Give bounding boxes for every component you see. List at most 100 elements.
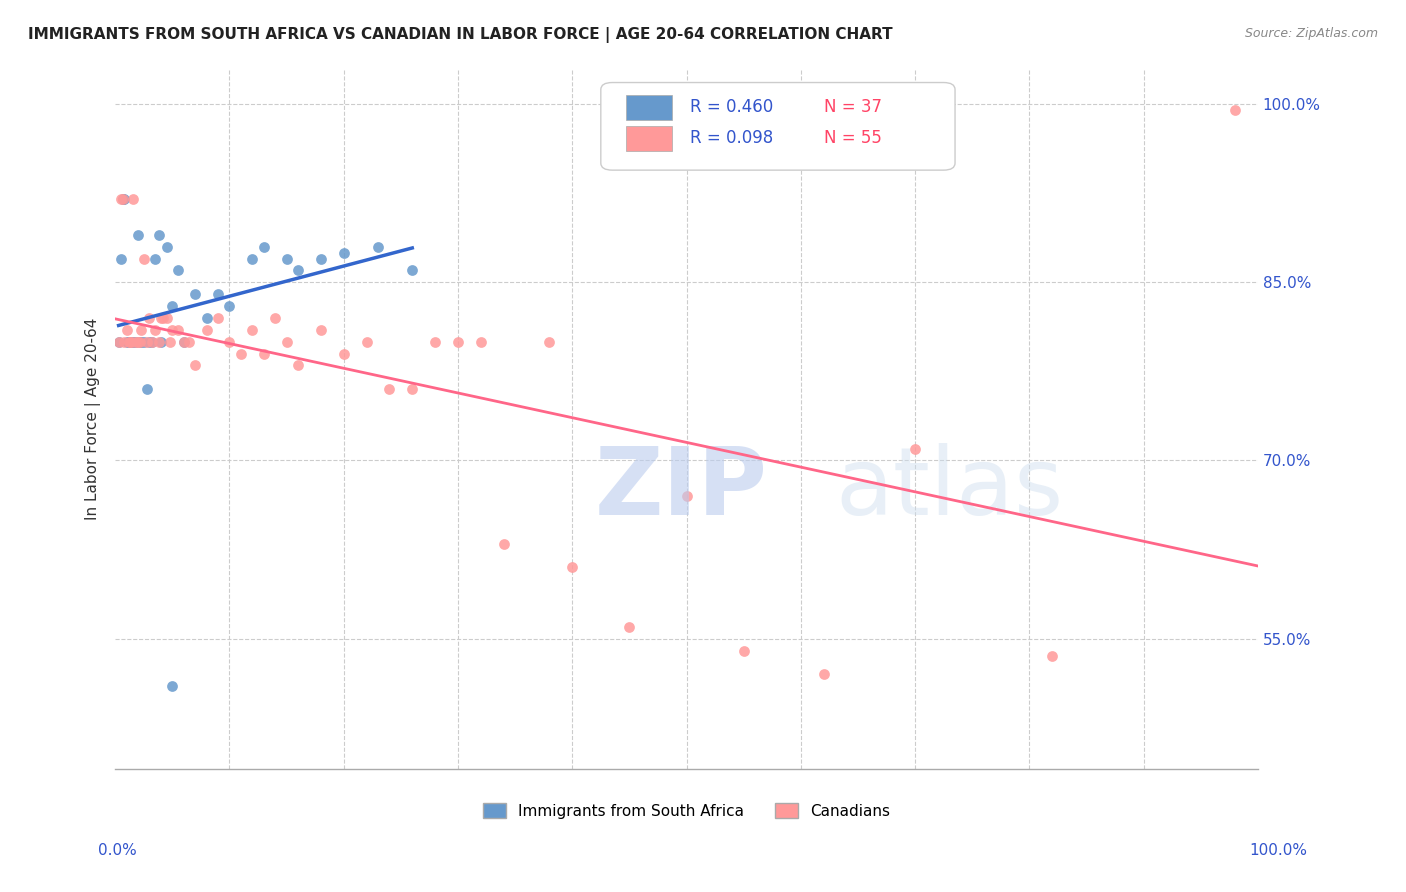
Point bbox=[118, 334, 141, 349]
Text: ZIP: ZIP bbox=[595, 443, 768, 535]
Point bbox=[107, 334, 129, 349]
Point bbox=[138, 310, 160, 325]
Point bbox=[470, 334, 492, 349]
Point bbox=[332, 346, 354, 360]
Point bbox=[492, 536, 515, 550]
Point bbox=[122, 334, 145, 349]
Point bbox=[332, 245, 354, 260]
Point bbox=[367, 240, 389, 254]
Point bbox=[112, 334, 135, 349]
Point bbox=[121, 334, 143, 349]
Point bbox=[423, 334, 446, 349]
Point bbox=[253, 346, 276, 360]
Text: N = 37: N = 37 bbox=[824, 98, 882, 116]
Point bbox=[538, 334, 561, 349]
Point bbox=[112, 192, 135, 206]
Point bbox=[173, 334, 195, 349]
Point bbox=[1040, 649, 1063, 664]
Point bbox=[813, 667, 835, 681]
Bar bbox=[626, 95, 672, 120]
Point bbox=[118, 334, 141, 349]
Text: N = 55: N = 55 bbox=[824, 129, 882, 147]
Point bbox=[132, 334, 155, 349]
Point bbox=[149, 310, 172, 325]
Text: R = 0.460: R = 0.460 bbox=[690, 98, 773, 116]
Point bbox=[253, 240, 276, 254]
Point bbox=[131, 334, 153, 349]
Point bbox=[129, 334, 152, 349]
Point bbox=[356, 334, 378, 349]
Point bbox=[121, 334, 143, 349]
Point bbox=[167, 323, 190, 337]
Point bbox=[401, 382, 423, 396]
Point bbox=[112, 192, 135, 206]
Point bbox=[136, 382, 159, 396]
Point bbox=[155, 240, 177, 254]
Point bbox=[138, 334, 160, 349]
Point bbox=[149, 334, 172, 349]
Point bbox=[309, 323, 332, 337]
Point bbox=[447, 334, 470, 349]
Point bbox=[264, 310, 287, 325]
Point bbox=[218, 299, 240, 313]
Legend: Immigrants from South Africa, Canadians: Immigrants from South Africa, Canadians bbox=[477, 797, 896, 825]
Point bbox=[276, 334, 298, 349]
Point bbox=[110, 192, 132, 206]
Text: atlas: atlas bbox=[835, 443, 1063, 535]
Point bbox=[118, 334, 141, 349]
Text: Source: ZipAtlas.com: Source: ZipAtlas.com bbox=[1244, 27, 1378, 40]
Point bbox=[207, 287, 229, 301]
Point bbox=[162, 679, 184, 693]
Point bbox=[218, 334, 240, 349]
Point bbox=[195, 323, 218, 337]
Point bbox=[162, 323, 184, 337]
Point bbox=[733, 643, 755, 657]
Point bbox=[125, 334, 148, 349]
Point bbox=[143, 323, 166, 337]
Point bbox=[107, 334, 129, 349]
Text: R = 0.098: R = 0.098 bbox=[690, 129, 773, 147]
Point bbox=[127, 334, 149, 349]
Point bbox=[173, 334, 195, 349]
Point bbox=[1223, 103, 1246, 117]
Point bbox=[287, 359, 309, 373]
Text: 0.0%: 0.0% bbox=[98, 843, 138, 858]
Point bbox=[195, 310, 218, 325]
Point bbox=[152, 310, 174, 325]
Point bbox=[127, 227, 149, 242]
Point bbox=[184, 359, 207, 373]
Point bbox=[148, 334, 170, 349]
Point bbox=[309, 252, 332, 266]
Point bbox=[115, 323, 138, 337]
Point bbox=[112, 192, 135, 206]
Point bbox=[155, 310, 177, 325]
Point bbox=[132, 252, 155, 266]
Point bbox=[148, 227, 170, 242]
Point bbox=[287, 263, 309, 277]
Point bbox=[167, 263, 190, 277]
Point bbox=[141, 334, 163, 349]
Point bbox=[129, 334, 152, 349]
Point bbox=[143, 252, 166, 266]
Point bbox=[184, 287, 207, 301]
Point bbox=[207, 310, 229, 325]
Bar bbox=[626, 126, 672, 151]
Point bbox=[240, 252, 263, 266]
Point bbox=[125, 334, 148, 349]
Point bbox=[159, 334, 181, 349]
Point bbox=[110, 252, 132, 266]
Point bbox=[240, 323, 263, 337]
Point bbox=[561, 560, 583, 574]
Point bbox=[378, 382, 401, 396]
FancyBboxPatch shape bbox=[600, 83, 955, 170]
Point bbox=[118, 334, 141, 349]
Y-axis label: In Labor Force | Age 20-64: In Labor Force | Age 20-64 bbox=[86, 318, 101, 520]
Text: IMMIGRANTS FROM SOUTH AFRICA VS CANADIAN IN LABOR FORCE | AGE 20-64 CORRELATION : IMMIGRANTS FROM SOUTH AFRICA VS CANADIAN… bbox=[28, 27, 893, 43]
Point bbox=[122, 192, 145, 206]
Point bbox=[276, 252, 298, 266]
Text: 100.0%: 100.0% bbox=[1250, 843, 1308, 858]
Point bbox=[179, 334, 201, 349]
Point bbox=[619, 620, 641, 634]
Point bbox=[401, 263, 423, 277]
Point bbox=[115, 334, 138, 349]
